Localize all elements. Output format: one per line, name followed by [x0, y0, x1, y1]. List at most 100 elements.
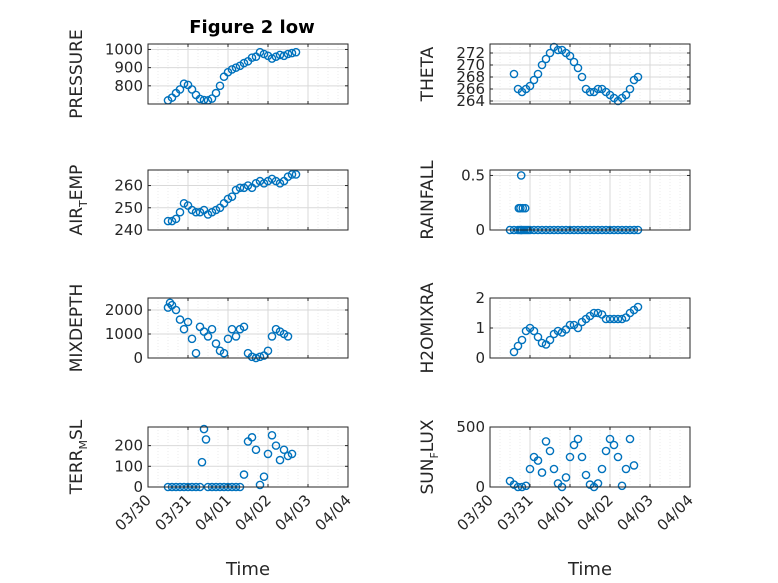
y-axis-label: AIRTEMP	[67, 165, 90, 236]
data-point	[577, 452, 587, 462]
data-point	[617, 314, 627, 324]
panel-h2omixra: 0 1 2 H2OMIXRA	[418, 282, 691, 374]
data-point	[191, 207, 201, 217]
x-tick-label: 04/02	[232, 491, 275, 534]
data-point	[589, 308, 599, 318]
data-point	[533, 456, 543, 465]
data-point	[247, 352, 257, 362]
y-tick-label: 200	[114, 437, 143, 455]
data-point	[593, 308, 603, 318]
y-tick-label: 1000	[105, 325, 143, 343]
data-point	[585, 87, 595, 97]
x-tick-label: 04/04	[654, 491, 697, 534]
data-point	[275, 455, 285, 465]
data-point	[529, 326, 539, 336]
y-axis-label-main: TERR	[67, 449, 87, 495]
y-axis-label: RAINFALL	[418, 160, 438, 240]
data-point	[621, 464, 631, 474]
data-point	[197, 457, 207, 467]
y-tick-label: 250	[114, 199, 143, 217]
data-point	[516, 171, 526, 180]
y-tick-label: 272	[456, 44, 485, 62]
y-tick-label: 2	[475, 289, 485, 307]
data-point	[263, 346, 273, 356]
data-point	[613, 452, 623, 462]
data-point	[267, 430, 277, 440]
data-point	[533, 69, 543, 79]
y-tick-label: 268	[456, 68, 485, 86]
data-point	[597, 464, 607, 474]
data-point	[201, 435, 211, 444]
data-point	[187, 85, 197, 94]
data-point	[520, 203, 530, 213]
data-point	[165, 298, 175, 308]
data-point	[573, 323, 583, 333]
x-tick-label: 04/03	[272, 491, 315, 534]
data-point	[545, 48, 555, 58]
y-tick-label: 1	[475, 319, 485, 337]
data-point	[275, 50, 285, 60]
y-axis-label-rest: LUX	[418, 419, 438, 452]
data-point	[601, 446, 611, 456]
panel-mixdepth: 0 1000 2000 MIXDEPTH	[67, 284, 349, 372]
data-point	[565, 320, 575, 330]
data-point	[629, 461, 639, 470]
data-point	[211, 339, 221, 348]
data-point	[215, 81, 225, 91]
y-tick-label: 0	[475, 478, 485, 496]
data-point	[553, 326, 563, 336]
data-point	[183, 317, 193, 327]
y-tick-label: 800	[114, 77, 143, 95]
axes-box	[147, 169, 349, 231]
y-tick-label: 270	[456, 56, 485, 74]
data-point	[509, 69, 519, 79]
data-point	[601, 314, 611, 324]
data-point	[191, 348, 201, 358]
x-tick-label: 03/30	[454, 491, 497, 534]
y-axis-label-main: AIR	[67, 207, 87, 236]
data-point	[231, 332, 241, 341]
data-point	[271, 441, 281, 450]
data-point	[179, 79, 189, 88]
y-tick-label: 264	[456, 92, 485, 110]
data-point	[541, 437, 551, 446]
data-point	[633, 302, 643, 312]
y-axis-label: SUNFLUX	[418, 419, 441, 494]
x-axis-label: Time	[567, 559, 612, 580]
y-tick-label: 0	[475, 349, 485, 367]
x-tick-label: 04/03	[614, 491, 657, 534]
axes-box	[147, 43, 349, 105]
data-point	[533, 332, 543, 342]
data-point	[537, 60, 547, 70]
y-axis-label: TERRMSL	[67, 419, 90, 495]
data-point	[231, 63, 241, 72]
data-point	[259, 49, 269, 59]
data-point	[283, 49, 293, 59]
data-point	[163, 216, 173, 226]
data-point	[525, 81, 535, 91]
data-point	[223, 334, 233, 344]
x-tick-label: 03/31	[494, 491, 537, 534]
data-point	[235, 183, 245, 193]
y-tick-label: 900	[114, 59, 143, 77]
x-tick-label: 04/01	[534, 491, 577, 534]
data-point	[287, 48, 297, 58]
y-axis-label-subscript: M	[77, 440, 90, 450]
axes-box	[489, 169, 691, 231]
axes-box	[147, 426, 349, 488]
data-point	[227, 192, 237, 201]
data-point	[593, 84, 603, 94]
data-point	[247, 433, 257, 442]
y-tick-label: 500	[456, 418, 485, 436]
data-point	[203, 332, 213, 341]
data-point	[187, 334, 197, 344]
data-point	[291, 170, 301, 179]
y-axis-label-main: SUN	[418, 459, 438, 495]
data-point	[537, 468, 547, 477]
data-point	[279, 51, 289, 61]
data-point	[525, 464, 535, 474]
